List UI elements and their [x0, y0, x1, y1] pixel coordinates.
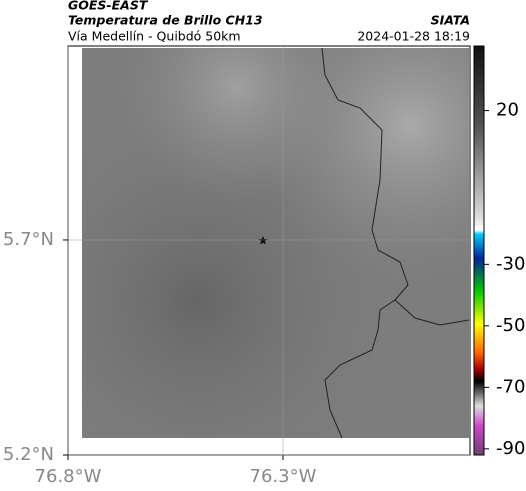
- border: [324, 299, 396, 439]
- colorbar-label: 20: [496, 100, 519, 121]
- colorbar: [473, 45, 485, 456]
- source: SIATA: [431, 13, 470, 28]
- x-tick-label: 76.8°W: [35, 466, 102, 487]
- subtitle: Temperatura de Brillo CH13: [68, 13, 263, 28]
- region: Vía Medellín - Quibdó 50km: [68, 29, 241, 44]
- datetime: 2024-01-28 18:19: [357, 29, 470, 44]
- location-marker: ★: [258, 234, 269, 248]
- title: GOES-EAST: [68, 0, 149, 13]
- colorbar-label: -50: [496, 315, 525, 336]
- cloud-warm: [82, 48, 469, 438]
- colorbar-label: -30: [496, 253, 525, 274]
- colorbar-label: -90: [496, 438, 525, 459]
- x-tick-label: 76.3°W: [250, 466, 317, 487]
- colorbar-label: -70: [496, 376, 525, 397]
- y-tick-label: 5.7°N: [3, 229, 54, 250]
- y-tick-label: 5.2°N: [3, 444, 54, 465]
